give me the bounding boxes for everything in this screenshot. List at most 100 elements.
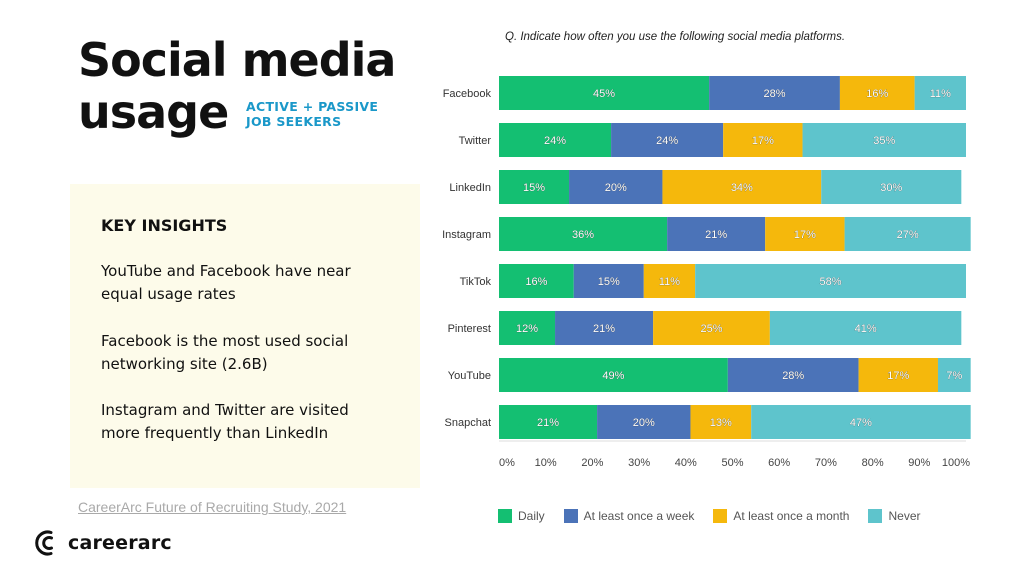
brand-name: careerarc (68, 532, 172, 554)
data-label: 30% (880, 182, 902, 194)
data-label: 45% (593, 88, 615, 100)
legend-item: At least once a week (563, 509, 695, 523)
legend-swatch (713, 509, 728, 523)
bar-segment (597, 405, 691, 439)
data-label: 21% (705, 229, 727, 241)
bar-segment (662, 170, 822, 204)
data-label: 28% (764, 88, 786, 100)
data-label: 12% (516, 323, 538, 335)
category-label: Snapchat (445, 417, 491, 429)
category-label: Instagram (442, 229, 491, 241)
bar-segment (839, 76, 915, 110)
insight-item: Instagram and Twitter are visited more f… (101, 401, 349, 442)
data-label: 35% (873, 135, 895, 147)
insight-item: YouTube and Facebook have near equal usa… (101, 262, 351, 303)
bar-segment (667, 217, 766, 251)
data-label: 11% (930, 88, 951, 100)
legend-label: Daily (518, 509, 545, 523)
legend-item: Daily (498, 509, 545, 523)
legend-label: At least once a week (583, 509, 695, 523)
data-label: 16% (525, 276, 547, 288)
bar-segment (727, 358, 859, 392)
x-tick-label: 60% (768, 457, 790, 469)
x-tick-label: 90% (908, 457, 930, 469)
bar-segment (709, 76, 840, 110)
bar-segment (821, 170, 962, 204)
legend-item: At least once a month (713, 509, 849, 523)
bar-segment (653, 311, 770, 345)
bar-segment (499, 358, 728, 392)
page-title: Social media usage (78, 33, 396, 139)
category-label: Twitter (459, 135, 492, 147)
bar-segment (937, 358, 971, 392)
category-label: Pinterest (448, 323, 491, 335)
data-label: 20% (605, 182, 627, 194)
legend-label: Never (888, 509, 921, 523)
x-tick-label: 70% (815, 457, 837, 469)
bar-segment (858, 358, 938, 392)
category-label: LinkedIn (449, 182, 491, 194)
data-label: 28% (782, 370, 804, 382)
chart-question: Q. Indicate how often you use the follow… (505, 31, 846, 43)
bar-segment (844, 217, 971, 251)
bar-segment (695, 264, 966, 298)
data-label: 15% (598, 276, 620, 288)
bar-segment (499, 264, 574, 298)
bar-segment (914, 76, 966, 110)
source-link[interactable]: CareerArc Future of Recruiting Study, 20… (78, 499, 347, 515)
x-tick-label: 40% (675, 457, 697, 469)
data-label: 34% (731, 182, 753, 194)
bar-segment (751, 405, 971, 439)
bar-segment (499, 217, 668, 251)
data-label: 16% (866, 88, 888, 100)
insight-item: Facebook is the most used social network… (101, 332, 349, 373)
chart-legend: Daily At least once a week At least once a… (498, 509, 940, 523)
data-label: 41% (855, 323, 877, 335)
legend-swatch (868, 509, 883, 523)
x-tick-label: 10% (535, 457, 557, 469)
bar-segment (611, 123, 724, 157)
x-tick-label: 20% (581, 457, 603, 469)
data-label: 24% (656, 135, 678, 147)
data-label: 17% (794, 229, 816, 241)
bar-segment (499, 170, 570, 204)
x-tick-label: 0% (499, 457, 515, 469)
bar-segment (643, 264, 696, 298)
audience-subtitle: ACTIVE + PASSIVE JOB SEEKERS (246, 99, 378, 129)
bar-segment (690, 405, 752, 439)
bar-segment (802, 123, 966, 157)
data-label: 21% (593, 323, 615, 335)
data-label: 25% (700, 323, 722, 335)
data-label: 47% (850, 417, 872, 429)
x-tick-label: 100% (942, 457, 970, 469)
x-tick-label: 50% (721, 457, 743, 469)
key-insights-panel: KEY INSIGHTS YouTube and Facebook have n… (70, 184, 420, 488)
bar-segment (765, 217, 845, 251)
subtitle-line-2: JOB SEEKERS (246, 114, 342, 129)
data-label: 58% (820, 276, 842, 288)
x-tick-label: 80% (862, 457, 884, 469)
bar-segment (723, 123, 803, 157)
category-label: Facebook (443, 88, 492, 100)
bar-segment (499, 123, 612, 157)
legend-swatch (498, 509, 512, 523)
bar-segment (499, 311, 556, 345)
bar-segment (555, 311, 654, 345)
data-label: 11% (659, 276, 680, 288)
data-label: 17% (887, 370, 909, 382)
data-label: 13% (710, 417, 732, 429)
bar-segment (569, 170, 663, 204)
data-label: 21% (537, 417, 559, 429)
x-tick-label: 30% (628, 457, 650, 469)
legend-label: At least once a month (733, 509, 850, 523)
title-line-1: Social media (78, 33, 396, 87)
subtitle-line-1: ACTIVE + PASSIVE (246, 99, 379, 114)
data-label: 17% (752, 135, 774, 147)
careerarc-logo-icon (35, 530, 53, 556)
bar-segment (499, 405, 598, 439)
title-line-2: usage (78, 85, 229, 139)
key-insights-heading: KEY INSIGHTS (101, 216, 228, 235)
legend-item: Never (868, 509, 921, 523)
